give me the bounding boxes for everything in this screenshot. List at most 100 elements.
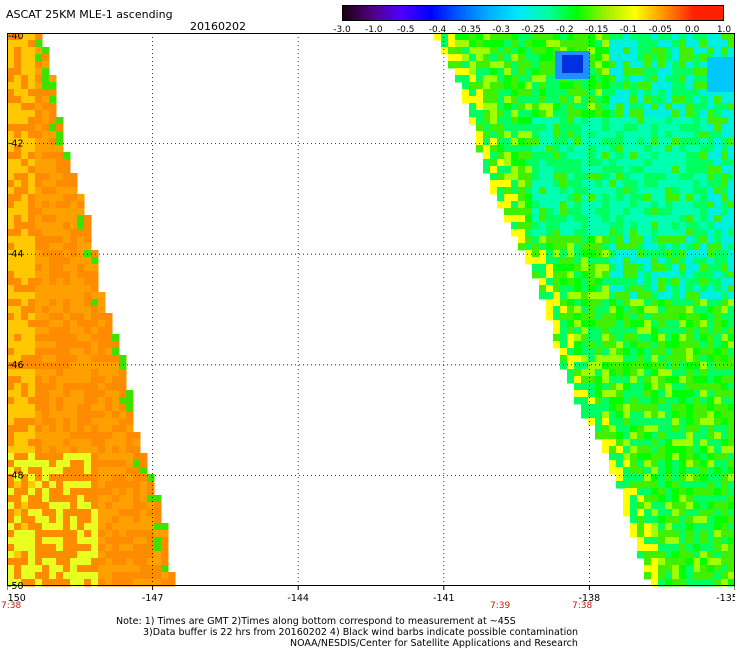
left-swath-cell — [63, 411, 71, 419]
right-swath-cell — [497, 166, 505, 174]
right-swath-cell — [672, 68, 680, 76]
left-swath-cell — [21, 495, 29, 503]
right-swath-cell — [602, 208, 610, 216]
left-swath-cell — [84, 306, 92, 314]
left-swath-cell — [70, 250, 78, 258]
left-swath-cell — [112, 537, 120, 545]
right-swath-cell — [679, 271, 687, 279]
right-swath-cell — [700, 201, 708, 209]
left-swath-cell — [133, 495, 141, 503]
right-swath-cell — [462, 96, 470, 104]
right-swath-cell — [658, 180, 666, 188]
left-swath-cell — [21, 96, 29, 104]
left-swath-cell — [49, 215, 57, 223]
right-swath-cell — [623, 110, 631, 118]
left-swath-cell — [105, 376, 113, 384]
left-swath-cell — [77, 341, 85, 349]
right-swath-cell — [644, 222, 652, 230]
right-swath-cell — [616, 453, 624, 461]
right-swath-cell — [560, 355, 568, 363]
right-swath-cell — [616, 383, 624, 391]
right-swath-cell — [693, 110, 701, 118]
right-swath-cell — [525, 201, 533, 209]
right-swath-cell — [721, 439, 729, 447]
left-swath-cell — [84, 544, 92, 552]
right-swath-cell — [644, 229, 652, 237]
left-swath-cell — [21, 306, 29, 314]
left-swath-cell — [21, 166, 29, 174]
right-swath-cell — [567, 82, 575, 90]
right-swath-cell — [574, 89, 582, 97]
right-swath-cell — [546, 187, 554, 195]
left-swath-cell — [98, 292, 106, 300]
left-swath-cell — [42, 96, 50, 104]
right-swath-cell — [630, 390, 638, 398]
right-swath-cell — [665, 180, 673, 188]
right-swath-cell — [644, 334, 652, 342]
right-swath-cell — [693, 201, 701, 209]
left-swath-cell — [161, 572, 169, 580]
right-swath-cell — [553, 257, 561, 265]
right-swath-cell — [483, 124, 491, 132]
right-swath-cell — [616, 173, 624, 181]
left-swath-cell — [70, 292, 78, 300]
left-swath-cell — [35, 131, 43, 139]
right-swath-cell — [665, 236, 673, 244]
right-swath-cell — [630, 208, 638, 216]
right-swath-cell — [644, 544, 652, 552]
left-swath-cell — [140, 481, 148, 489]
right-swath-cell — [560, 285, 568, 293]
left-swath-cell — [77, 369, 85, 377]
right-swath-cell — [665, 313, 673, 321]
left-swath-cell — [28, 68, 36, 76]
left-swath-cell — [63, 201, 71, 209]
right-swath-cell — [637, 173, 645, 181]
left-swath-cell — [7, 495, 15, 503]
right-swath-cell — [644, 495, 652, 503]
right-swath-cell — [462, 75, 470, 83]
right-swath-cell — [714, 187, 722, 195]
right-swath-cell — [700, 47, 708, 55]
right-swath-cell — [574, 369, 582, 377]
right-swath-cell — [630, 117, 638, 125]
left-swath-cell — [7, 278, 15, 286]
right-swath-cell — [658, 488, 666, 496]
right-swath-cell — [525, 61, 533, 69]
right-swath-cell — [721, 138, 729, 146]
right-swath-cell — [630, 460, 638, 468]
right-swath-cell — [511, 229, 519, 237]
right-swath-cell — [672, 509, 680, 517]
right-swath-cell — [623, 453, 631, 461]
right-swath-cell — [518, 194, 526, 202]
right-swath-cell — [532, 271, 540, 279]
right-swath-cell — [707, 502, 715, 510]
right-swath-cell — [707, 271, 715, 279]
right-swath-cell — [714, 194, 722, 202]
right-swath-cell — [588, 369, 596, 377]
right-swath-cell — [595, 236, 603, 244]
right-swath-cell — [651, 565, 659, 573]
left-swath-cell — [49, 131, 57, 139]
left-swath-cell — [70, 306, 78, 314]
left-swath-cell — [21, 411, 29, 419]
right-swath-cell — [700, 460, 708, 468]
left-swath-cell — [56, 516, 64, 524]
right-swath-cell — [707, 145, 715, 153]
left-swath-cell — [14, 292, 22, 300]
right-swath-cell — [658, 425, 666, 433]
right-swath-cell — [497, 82, 505, 90]
right-swath-cell — [602, 145, 610, 153]
left-swath-cell — [14, 264, 22, 272]
right-swath-cell — [686, 390, 694, 398]
right-swath-cell — [637, 194, 645, 202]
right-swath-cell — [504, 110, 512, 118]
right-swath-cell — [651, 488, 659, 496]
right-swath-cell — [693, 264, 701, 272]
right-swath-cell — [616, 250, 624, 258]
left-swath-cell — [49, 236, 57, 244]
left-swath-cell — [105, 551, 113, 559]
right-swath-cell — [637, 124, 645, 132]
left-swath-cell — [21, 110, 29, 118]
right-swath-cell — [700, 131, 708, 139]
right-swath-cell — [707, 257, 715, 265]
